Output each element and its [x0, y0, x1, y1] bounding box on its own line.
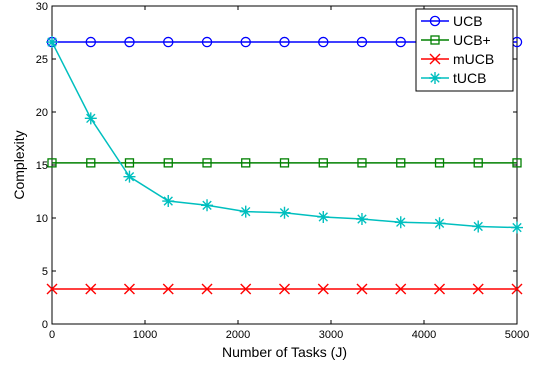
data-point-ucb [279, 36, 290, 48]
data-point-ucb-plus [512, 158, 522, 168]
y-tick-label: 25 [36, 54, 48, 66]
data-point-ucb-plus [434, 158, 445, 168]
data-point-mucb [162, 283, 174, 295]
y-tick-label: 30 [36, 1, 48, 13]
data-point-ucb [240, 36, 251, 48]
data-point-mucb [46, 283, 58, 295]
data-point-ucb-plus [473, 158, 483, 168]
data-point-tucb [355, 213, 368, 226]
series-mucb [46, 283, 523, 295]
data-point-tucb [472, 220, 485, 233]
data-point-mucb [511, 283, 523, 295]
x-tick-label: 2000 [226, 329, 250, 341]
data-point-ucb-plus [279, 158, 290, 168]
data-point-ucb [395, 36, 406, 48]
y-tick-label: 5 [42, 266, 48, 278]
data-point-ucb [85, 36, 97, 48]
data-point-mucb [395, 283, 407, 295]
data-point-mucb [472, 283, 484, 295]
legend-marker-tucb [429, 72, 441, 84]
x-tick-label: 4000 [412, 329, 436, 341]
data-point-ucb-plus [357, 158, 367, 168]
data-point-tucb [278, 206, 291, 219]
data-point-ucb-plus [86, 158, 96, 168]
data-point-mucb [123, 283, 135, 295]
data-point-tucb [201, 199, 214, 212]
y-axis-title: Complexity [11, 130, 27, 199]
data-point-tucb [394, 216, 407, 229]
legend-label-mucb: mUCB [453, 51, 494, 67]
legend-marker-mucb [429, 53, 441, 65]
data-point-tucb [46, 36, 58, 49]
x-tick-label: 3000 [319, 329, 343, 341]
legend-label-ucb: UCB [453, 13, 483, 29]
data-point-mucb [240, 283, 252, 295]
data-point-mucb [434, 283, 446, 295]
axis-ticks: 0 1000 2000 3000 4000 5000 0 5 10 15 20 25 30 [36, 1, 529, 341]
x-tick-label: 1000 [133, 329, 157, 341]
data-point-ucb-plus [47, 158, 57, 168]
y-tick-label: 10 [36, 213, 48, 225]
data-point-tucb [84, 112, 97, 125]
data-point-ucb-plus [202, 158, 212, 168]
y-tick-label: 20 [36, 107, 48, 119]
legend: UCB UCB+ mUCB tUCB [415, 8, 514, 92]
x-tick-label: 0 [49, 329, 55, 341]
x-tick-label: 5000 [505, 329, 529, 341]
series-ucb-plus [47, 158, 522, 168]
data-point-tucb [162, 195, 175, 208]
data-point-ucb [201, 36, 213, 48]
data-point-mucb [356, 283, 368, 295]
data-point-tucb [433, 217, 446, 230]
data-point-tucb [511, 221, 523, 234]
data-point-tucb [317, 210, 330, 223]
data-point-tucb [239, 205, 252, 218]
data-point-mucb [201, 283, 213, 295]
series-tucb [46, 36, 523, 234]
data-point-ucb [162, 36, 174, 48]
legend-label-ucb-plus: UCB+ [453, 32, 491, 48]
data-point-ucb [356, 36, 368, 48]
series-group [46, 36, 523, 295]
data-point-ucb [318, 36, 329, 48]
legend-marker-ucb [429, 15, 441, 27]
data-point-mucb [317, 283, 329, 295]
x-axis-title: Number of Tasks (J) [222, 344, 347, 360]
data-point-mucb [85, 283, 97, 295]
legend-marker-ucb-plus [430, 35, 440, 45]
data-point-ucb-plus [163, 158, 173, 168]
legend-label-tucb: tUCB [453, 70, 486, 86]
data-point-mucb [279, 283, 290, 295]
data-point-ucb [124, 36, 135, 48]
data-point-tucb [123, 170, 136, 183]
data-point-ucb-plus [124, 158, 135, 168]
y-tick-label: 15 [36, 160, 48, 172]
data-point-ucb-plus [396, 158, 406, 168]
y-tick-label: 0 [42, 319, 48, 331]
data-point-ucb-plus [241, 158, 251, 168]
data-point-ucb-plus [318, 158, 328, 168]
